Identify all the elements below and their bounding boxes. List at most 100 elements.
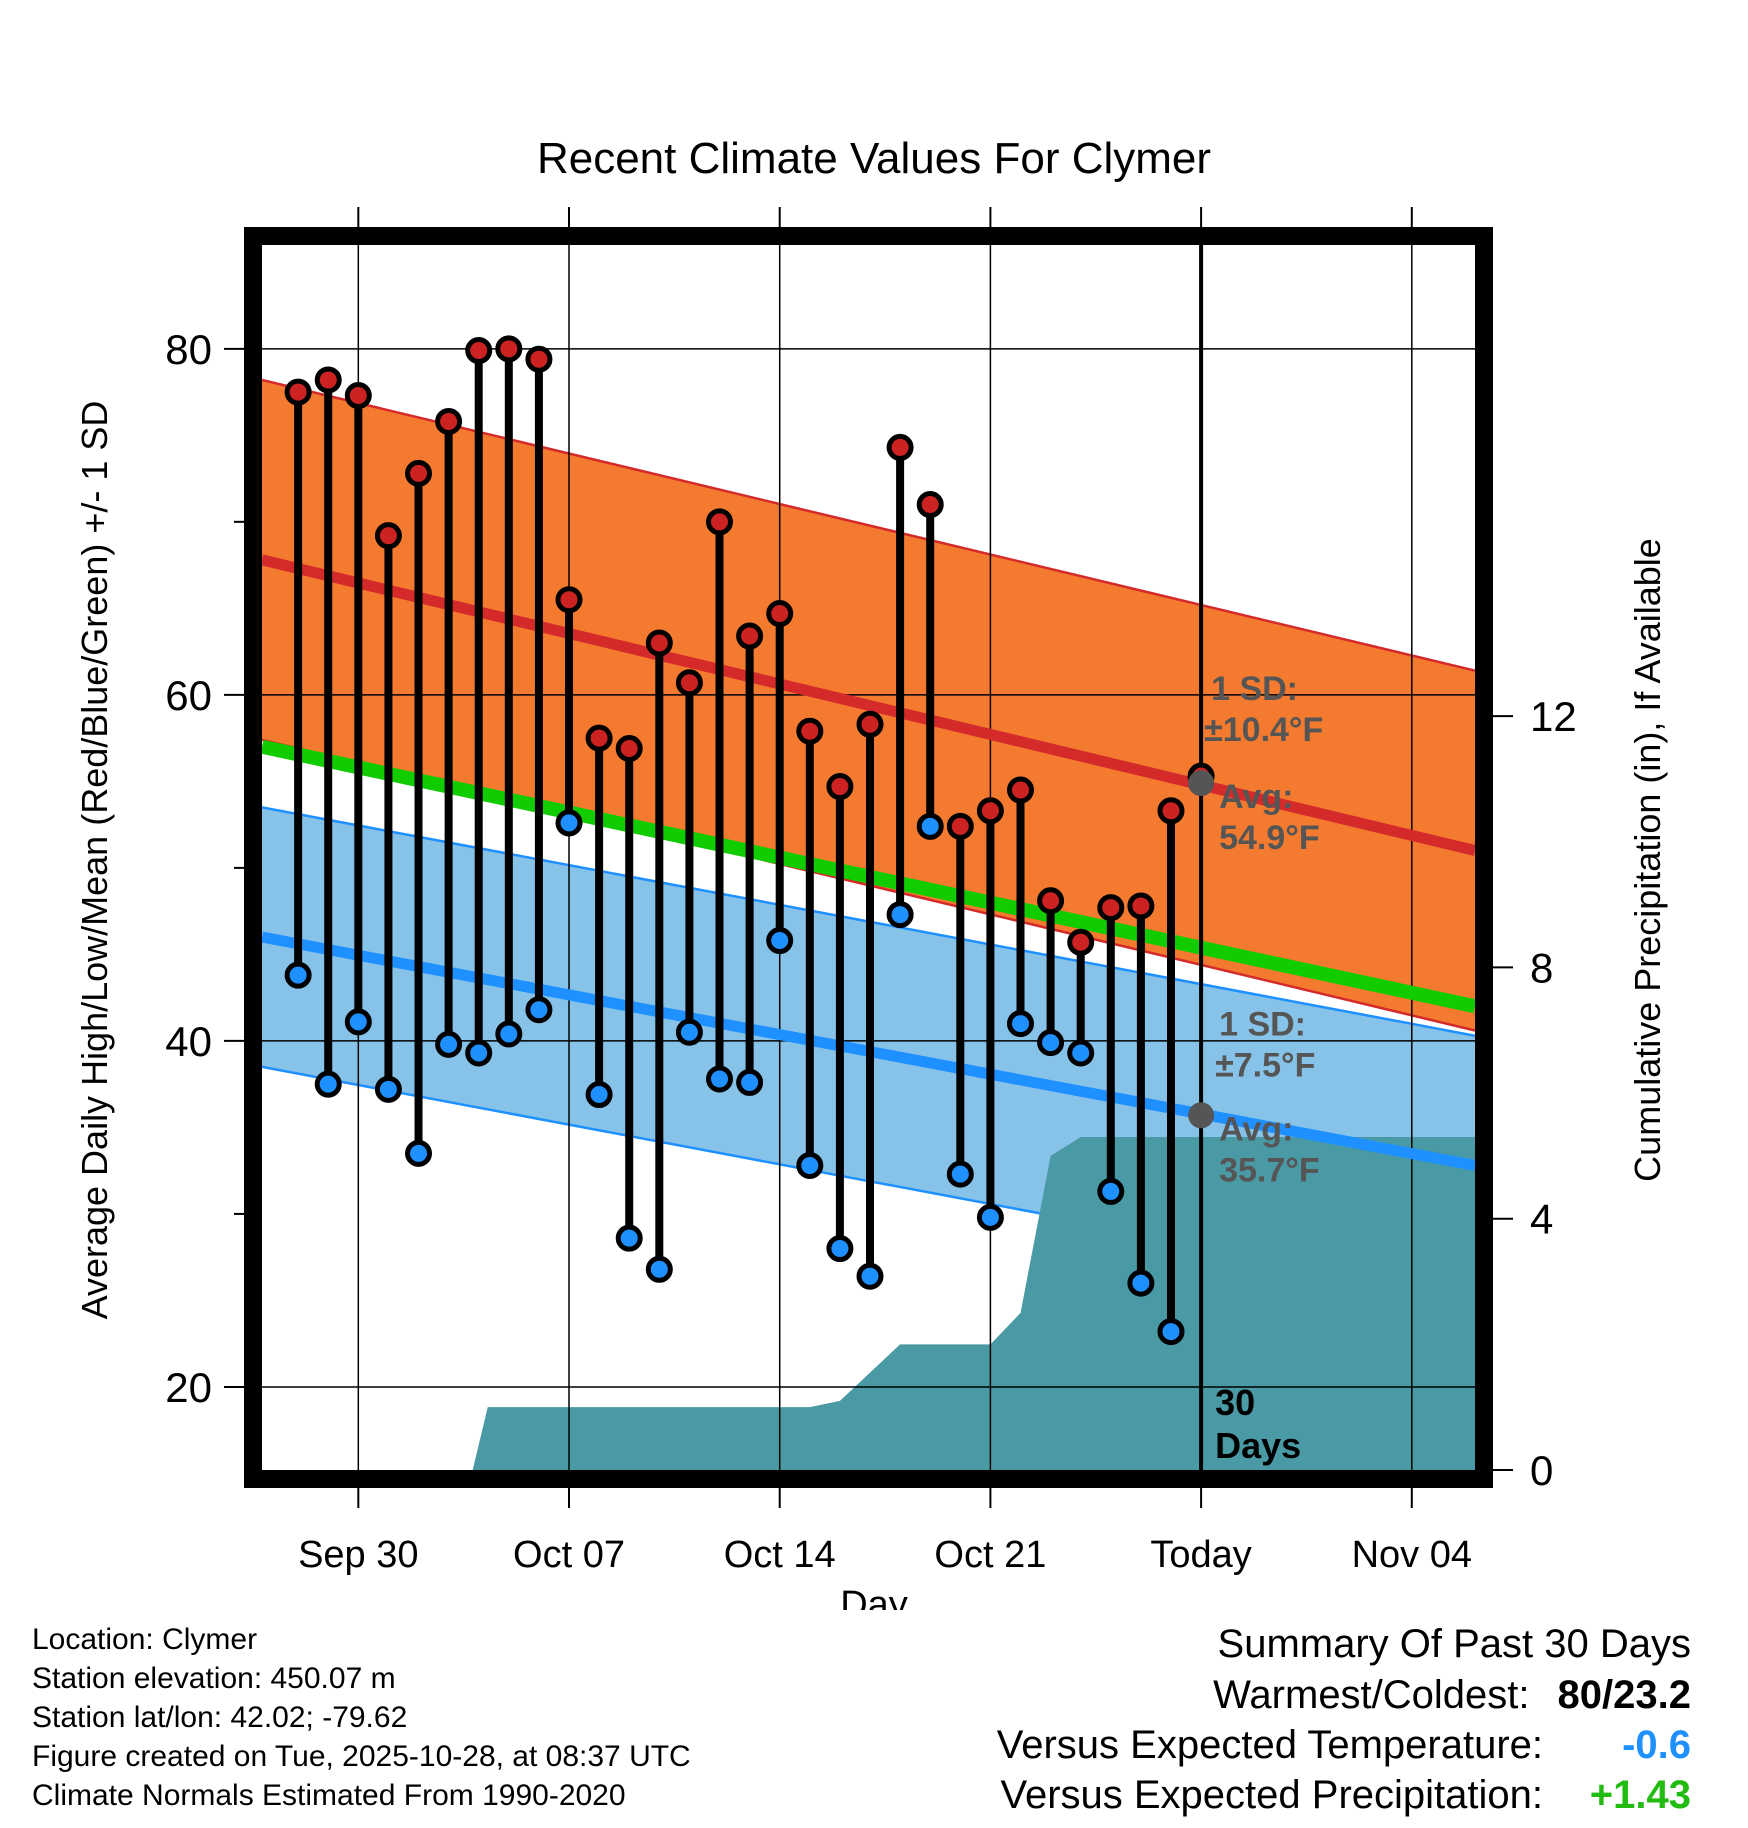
daily-high-point	[525, 345, 553, 373]
daily-low-point	[916, 812, 944, 840]
low-sd-value: ±7.5°F	[1215, 1046, 1315, 1084]
y2-tick-label: 12	[1530, 693, 1577, 740]
chart-title: Recent Climate Values For Clymer	[537, 134, 1211, 183]
daily-high-point	[675, 669, 703, 697]
daily-low-point	[856, 1262, 884, 1290]
high-avg-value: 54.9°F	[1219, 819, 1320, 857]
daily-low-point	[495, 1020, 523, 1048]
y-axis-label: Average Daily High/Low/Mean (Red/Blue/Gr…	[74, 401, 115, 1320]
daily-low-point	[555, 809, 583, 837]
daily-high-point	[344, 382, 372, 410]
daily-high-point	[555, 586, 583, 614]
daily-high-point	[1067, 928, 1095, 956]
daily-high-point	[796, 717, 824, 745]
x-tick-label: Sep 30	[298, 1534, 418, 1576]
y-tick-label: 40	[165, 1018, 212, 1065]
daily-low-point	[314, 1070, 342, 1098]
daily-low-point	[645, 1255, 673, 1283]
daily-high-point	[736, 622, 764, 650]
daily-low-point	[1157, 1318, 1185, 1346]
warmest-value: 80/23.2	[1557, 1673, 1691, 1717]
daily-low-point	[826, 1235, 854, 1263]
daily-low-point	[766, 927, 794, 955]
y-tick-label: 80	[165, 326, 212, 373]
y-tick-label: 60	[165, 672, 212, 719]
daily-high-point	[856, 710, 884, 738]
daily-high-point	[585, 724, 613, 752]
elevation-text: Station elevation: 450.07 m	[32, 1662, 396, 1695]
daily-high-point	[495, 335, 523, 363]
days-label-word: Days	[1215, 1425, 1301, 1466]
low-sd-label: 1 SD:	[1219, 1005, 1306, 1043]
daily-high-point	[946, 812, 974, 840]
daily-low-point	[465, 1039, 493, 1067]
daily-low-point	[1067, 1039, 1095, 1067]
x-axis-label: Day	[840, 1584, 908, 1610]
normal-high-line	[262, 554, 1475, 856]
daily-high-point	[405, 459, 433, 487]
daily-low-point	[344, 1008, 372, 1036]
daily-high-point	[1007, 776, 1035, 804]
daily-high-point	[1157, 797, 1185, 825]
daily-high-point	[645, 629, 673, 657]
daily-low-point	[1097, 1177, 1125, 1205]
daily-high-point	[615, 734, 643, 762]
daily-high-point	[1097, 894, 1125, 922]
daily-low-point	[946, 1160, 974, 1188]
daily-low-point	[675, 1018, 703, 1046]
days-label-number: 30	[1215, 1382, 1255, 1423]
daily-high-point	[284, 378, 312, 406]
daily-low-point	[435, 1030, 463, 1058]
daily-low-point	[615, 1224, 643, 1252]
daily-low-point	[525, 996, 553, 1024]
high-avg-label: Avg:	[1219, 778, 1293, 816]
daily-high-point	[706, 508, 734, 536]
daily-high-point	[435, 407, 463, 435]
summary-temp-row: Versus Expected Temperature: -0.6	[997, 1720, 1691, 1770]
x-tick-label: Oct 21	[934, 1534, 1046, 1576]
daily-low-point	[706, 1065, 734, 1093]
low-avg-value: 35.7°F	[1219, 1151, 1320, 1189]
y2-axis-label: Cumulative Precipitation (in), If Availa…	[1627, 538, 1668, 1182]
daily-low-point	[976, 1203, 1004, 1231]
plot-content	[262, 245, 1475, 1470]
daily-low-point	[374, 1075, 402, 1103]
warmest-label: Warmest/Coldest:	[1213, 1673, 1530, 1717]
high-sd-label: 1 SD:	[1211, 670, 1298, 708]
temp-label: Versus Expected Temperature:	[996, 1723, 1543, 1767]
daily-high-point	[886, 433, 914, 461]
daily-high-point	[766, 600, 794, 628]
normals-text: Climate Normals Estimated From 1990-2020	[32, 1779, 626, 1812]
summary-precip-row: Versus Expected Precipitation: +1.43	[997, 1770, 1691, 1820]
low-avg-label: Avg:	[1219, 1110, 1293, 1148]
daily-high-point	[374, 522, 402, 550]
high-avg-today-marker	[1188, 770, 1215, 797]
low-avg-today-marker	[1188, 1102, 1215, 1129]
daily-low-point	[284, 961, 312, 989]
x-tick-label: Today	[1150, 1534, 1251, 1576]
y2-tick-label: 8	[1530, 944, 1553, 991]
y-tick-label: 20	[165, 1364, 212, 1411]
high-band-upper-edge	[262, 378, 1475, 672]
daily-low-point	[585, 1081, 613, 1109]
precip-label: Versus Expected Precipitation:	[1000, 1773, 1543, 1817]
daily-high-point	[976, 797, 1004, 825]
plot-frame	[244, 227, 1493, 1488]
daily-high-point	[826, 773, 854, 801]
daily-low-point	[886, 901, 914, 929]
latlon-text: Station lat/lon: 42.02; -79.62	[32, 1701, 408, 1734]
location-text: Location: Clymer	[32, 1623, 258, 1656]
daily-high-point	[314, 366, 342, 394]
precip-value: +1.43	[1589, 1773, 1691, 1817]
x-tick-label: Oct 14	[724, 1534, 836, 1576]
daily-high-point	[1037, 887, 1065, 915]
climate-chart: Recent Climate Values For Clymer Average…	[74, 134, 1668, 1610]
x-tick-label: Nov 04	[1352, 1534, 1472, 1576]
created-text: Figure created on Tue, 2025-10-28, at 08…	[32, 1740, 691, 1773]
temp-value: -0.6	[1622, 1723, 1691, 1767]
daily-low-point	[1007, 1010, 1035, 1038]
daily-high-point	[916, 491, 944, 519]
summary-warmest-row: Warmest/Coldest: 80/23.2	[997, 1670, 1691, 1720]
daily-low-point	[796, 1151, 824, 1179]
